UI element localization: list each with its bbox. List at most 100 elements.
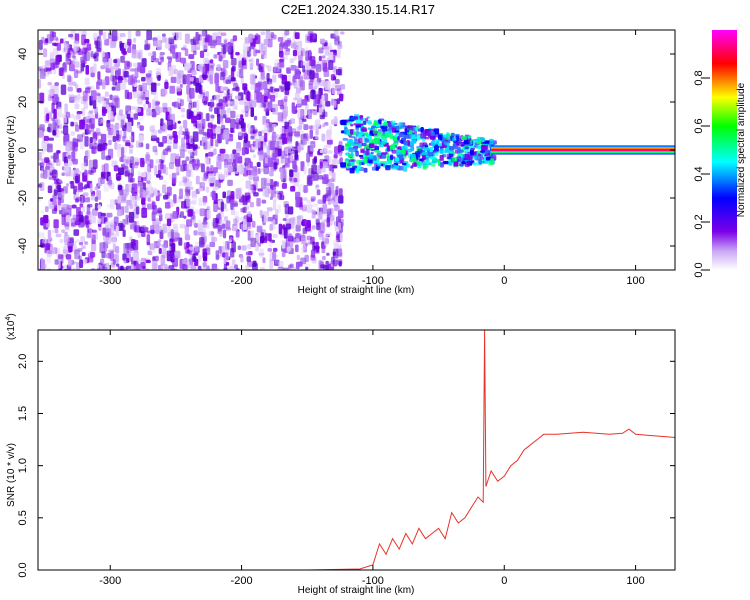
heatmap-cell <box>389 154 394 161</box>
heatmap-cell <box>103 182 110 192</box>
heatmap-cell <box>180 99 184 107</box>
heatmap-cell <box>61 229 66 233</box>
heatmap-cell <box>300 48 305 57</box>
heatmap-cell <box>81 206 86 213</box>
heatmap-cell <box>231 57 237 66</box>
heatmap-cell <box>167 226 171 236</box>
heatmap-cell <box>214 94 220 101</box>
heatmap-cell <box>93 63 97 73</box>
heatmap-cell <box>433 152 439 157</box>
heatmap-cell <box>200 231 207 238</box>
heatmap-cell <box>59 38 64 44</box>
heatmap-cell <box>244 37 251 44</box>
heatmap-cell <box>115 130 120 141</box>
heatmap-cell <box>188 54 195 59</box>
heatmap-cell <box>400 146 407 150</box>
heatmap-cell <box>153 240 160 249</box>
heatmap-cell <box>100 258 105 264</box>
heatmap-cell <box>157 75 161 81</box>
heatmap-cell <box>152 145 158 153</box>
heatmap-cell <box>187 186 194 191</box>
heatmap-cell <box>104 248 108 252</box>
heatmap-cell <box>140 157 145 168</box>
heatmap-cell <box>157 243 162 247</box>
heatmap-cell <box>329 214 335 221</box>
heatmap-cell <box>215 83 219 93</box>
heatmap-cell <box>245 251 251 256</box>
heatmap-cell <box>295 224 301 232</box>
heatmap-cell <box>433 144 439 151</box>
heatmap-cell <box>112 75 117 86</box>
heatmap-cell <box>315 184 320 188</box>
heatmap-cell <box>234 95 241 100</box>
heatmap-cell <box>177 120 181 124</box>
heatmap-cell <box>210 63 216 67</box>
heatmap-cell <box>175 153 180 160</box>
heatmap-cell <box>151 201 156 210</box>
heatmap-cell <box>126 253 132 263</box>
heatmap-cell <box>170 269 173 270</box>
heatmap-cell <box>480 137 486 142</box>
heatmap-cell <box>186 63 192 69</box>
heatmap-cell <box>464 146 469 150</box>
heatmap-cell <box>358 154 364 158</box>
heatmap-cell <box>171 172 177 184</box>
heatmap-cell <box>275 209 279 219</box>
heatmap-cell <box>359 156 364 160</box>
heatmap-cell <box>299 80 305 91</box>
heatmap-cell <box>159 52 165 56</box>
heatmap-cell <box>295 87 301 94</box>
heatmap-cell <box>104 91 109 98</box>
heatmap-cell <box>232 35 237 42</box>
heatmap-cell <box>350 129 354 135</box>
spectrogram-ytick-label: 0 <box>17 147 29 153</box>
heatmap-cell <box>405 136 411 140</box>
heatmap-cell <box>318 104 324 115</box>
heatmap-cell <box>217 224 222 232</box>
heatmap-cell <box>67 247 72 254</box>
heatmap-cell <box>79 119 85 130</box>
heatmap-cell <box>259 267 266 270</box>
heatmap-cell <box>357 164 361 170</box>
heatmap-cell <box>126 113 131 120</box>
heatmap-cell <box>327 199 332 205</box>
heatmap-cell <box>175 52 182 63</box>
heatmap-cell <box>62 125 69 135</box>
heatmap-cell <box>140 65 145 74</box>
heatmap-cell <box>209 59 214 64</box>
heatmap-cell <box>222 229 227 239</box>
heatmap-cell <box>219 71 225 81</box>
heatmap-cell <box>206 209 211 220</box>
heatmap-cell <box>84 51 90 62</box>
heatmap-cell <box>169 238 174 247</box>
heatmap-cell <box>84 136 89 147</box>
heatmap-cell <box>63 235 70 243</box>
heatmap-cell <box>180 148 185 158</box>
heatmap-cell <box>145 260 151 264</box>
heatmap-cell <box>274 62 280 73</box>
heatmap-cell <box>101 50 105 58</box>
heatmap-cell <box>360 148 366 154</box>
heatmap-cell <box>235 86 240 92</box>
heatmap-cell <box>247 211 252 217</box>
heatmap-cell <box>239 216 244 221</box>
heatmap-cell <box>234 218 239 228</box>
heatmap-cell <box>107 32 113 40</box>
heatmap-cell <box>384 160 391 165</box>
heatmap-cell <box>250 84 255 90</box>
heatmap-cell <box>338 188 343 197</box>
heatmap-cell <box>383 121 388 127</box>
heatmap-cell <box>430 140 436 147</box>
heatmap-cell <box>93 32 98 41</box>
heatmap-cell <box>55 233 62 238</box>
spectrogram-ytick-label: 20 <box>17 96 29 108</box>
heatmap-cell <box>284 203 290 215</box>
heatmap-cell <box>170 229 174 239</box>
heatmap-cell <box>104 38 110 46</box>
heatmap-cell <box>166 119 173 127</box>
heatmap-cell <box>223 208 229 212</box>
heatmap-cell <box>271 86 275 94</box>
heatmap-cell <box>132 91 138 99</box>
heatmap-cell <box>312 110 318 116</box>
heatmap-cell <box>116 146 122 157</box>
